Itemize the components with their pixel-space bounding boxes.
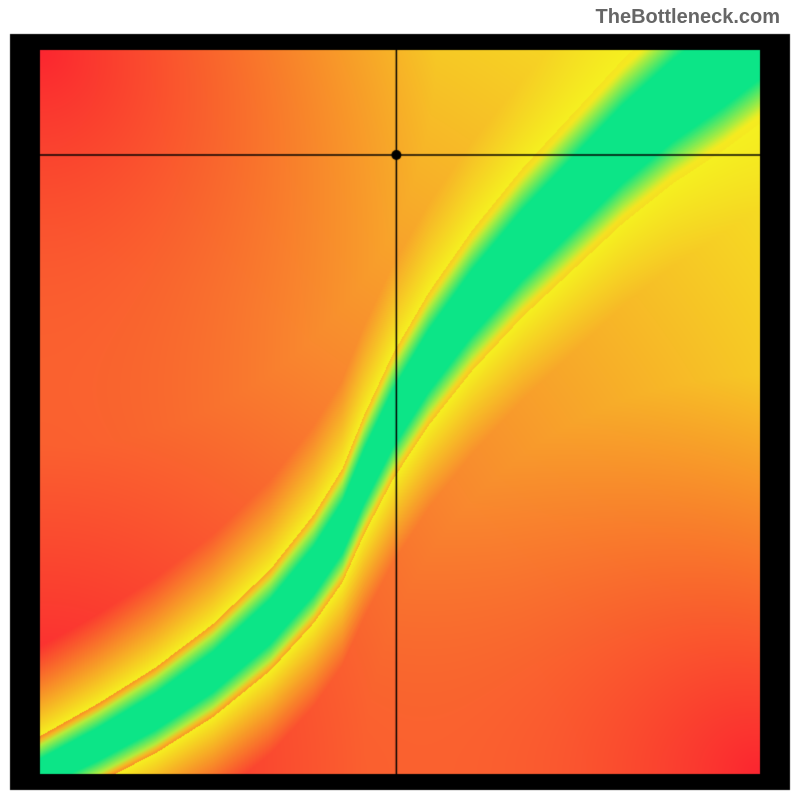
watermark-text: TheBottleneck.com <box>596 6 780 29</box>
heatmap-canvas <box>0 0 800 800</box>
chart-container: TheBottleneck.com <box>0 0 800 800</box>
